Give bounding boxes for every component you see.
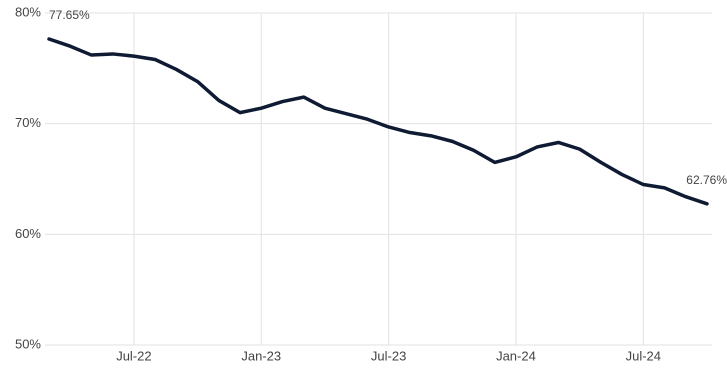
y-tick-label: 60% bbox=[15, 226, 41, 241]
x-tick-label: Jul-24 bbox=[626, 348, 661, 363]
data-label: 77.65% bbox=[49, 8, 90, 22]
x-tick-label: Jul-22 bbox=[116, 348, 151, 363]
line bbox=[47, 37, 709, 206]
data-label: 62.76% bbox=[686, 173, 727, 187]
y-tick-label: 80% bbox=[15, 4, 41, 19]
y-tick-label: 70% bbox=[15, 115, 41, 130]
x-tick-label: Jan-24 bbox=[496, 348, 536, 363]
y-tick-label: 50% bbox=[15, 336, 41, 351]
x-tick-label: Jan-23 bbox=[241, 348, 281, 363]
x-tick-label: Jul-23 bbox=[371, 348, 406, 363]
